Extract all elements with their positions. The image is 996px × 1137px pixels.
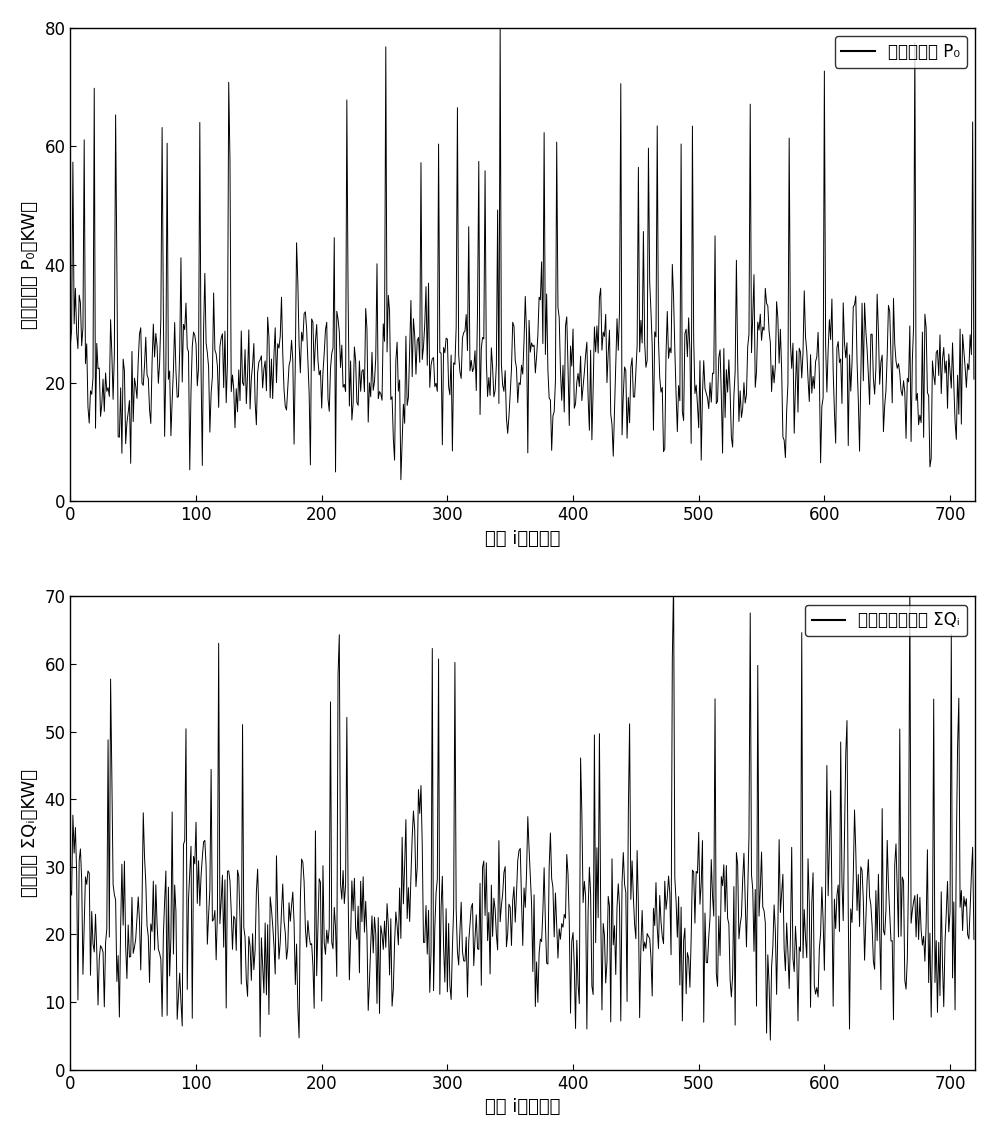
X-axis label: 时间 i（小时）: 时间 i（小时）: [485, 1098, 561, 1117]
X-axis label: 时间 i（小时）: 时间 i（小时）: [485, 530, 561, 548]
Y-axis label: 总输出功率 P₀（KW）: 总输出功率 P₀（KW）: [21, 200, 39, 329]
Y-axis label: 用电功率 ΣQᵢ（KW）: 用电功率 ΣQᵢ（KW）: [21, 769, 39, 897]
Legend: 总输出功率 P₀: 总输出功率 P₀: [835, 36, 967, 67]
Legend: 用户用电总功率 ΣQᵢ: 用户用电总功率 ΣQᵢ: [805, 605, 967, 636]
